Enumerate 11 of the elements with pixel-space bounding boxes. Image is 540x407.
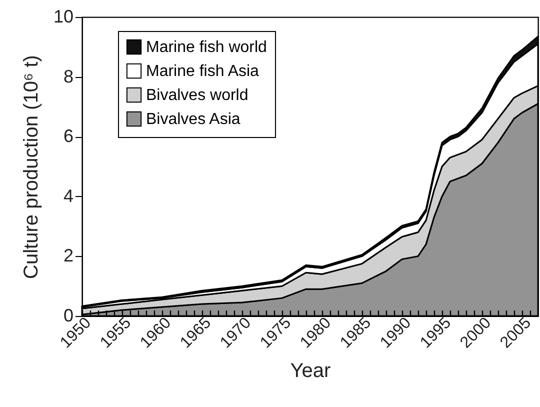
y-tick-label: 10 xyxy=(53,6,74,26)
y-tick-label: 6 xyxy=(63,126,74,146)
y-tick-label: 8 xyxy=(63,66,74,86)
legend-label: Bivalves world xyxy=(146,87,248,104)
y-tick-label: 2 xyxy=(63,246,74,266)
y-tick-label: 4 xyxy=(63,186,74,206)
x-axis-title: Year xyxy=(290,360,332,382)
legend-label: Marine fish Asia xyxy=(146,63,260,80)
legend-label: Bivalves Asia xyxy=(146,111,240,128)
legend-label: Marine fish world xyxy=(146,39,267,56)
y-axis-title: Culture production (10⁶ t) xyxy=(20,55,42,279)
